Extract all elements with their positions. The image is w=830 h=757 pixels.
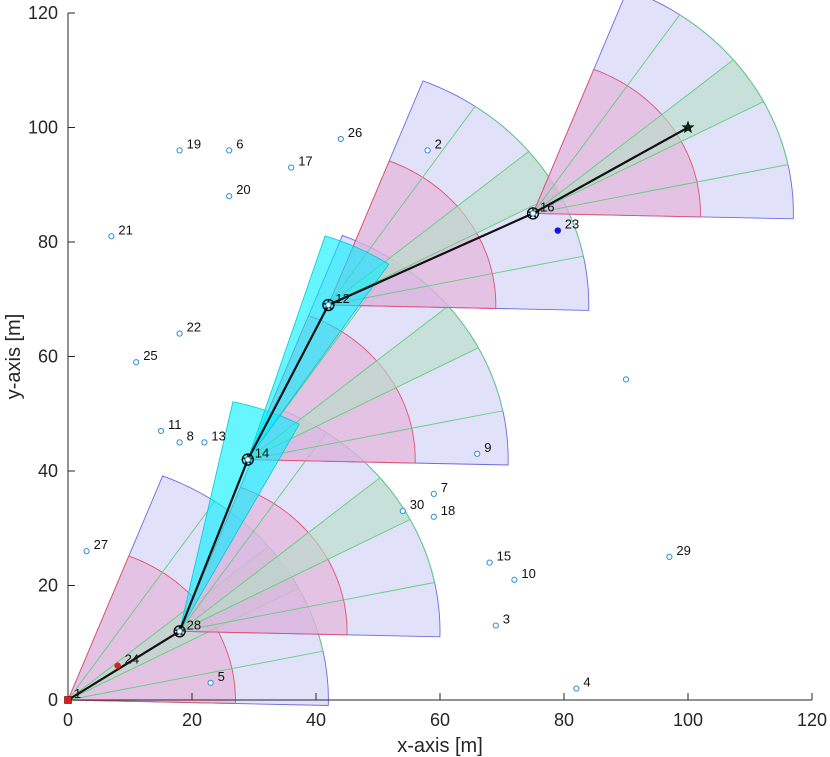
node-18 <box>430 513 437 520</box>
node-label-5: 5 <box>218 669 225 684</box>
y-tick-label-1: 20 <box>38 576 58 596</box>
sector-mid-outline-3 <box>327 105 584 306</box>
node-label-26: 26 <box>348 125 362 140</box>
node-label-29: 29 <box>676 543 690 558</box>
node-label-7: 7 <box>441 480 448 495</box>
node-8 <box>176 439 183 446</box>
node-layer: 2345678910111213141516171819202122232425… <box>64 120 695 704</box>
node-label-28: 28 <box>187 617 201 632</box>
sector-layer <box>66 0 794 706</box>
node-unlabeled-30 <box>622 376 630 383</box>
node-15 <box>486 559 493 566</box>
x-tick-label-6: 120 <box>797 710 827 730</box>
node-17 <box>288 164 295 171</box>
node-label-6: 6 <box>236 136 243 151</box>
route-line <box>67 126 689 701</box>
node-label-20: 20 <box>236 182 250 197</box>
node-label-30: 30 <box>410 497 424 512</box>
node-22 <box>176 330 183 337</box>
node-label-25: 25 <box>143 348 157 363</box>
y-tick-label-4: 80 <box>38 232 58 252</box>
x-axis-label: x-axis [m] <box>397 735 483 757</box>
node-label-10: 10 <box>521 566 535 581</box>
node-21 <box>108 233 115 240</box>
source-node <box>64 696 72 704</box>
node-label-17: 17 <box>298 154 312 169</box>
node-label-18: 18 <box>441 503 455 518</box>
node-2 <box>424 147 431 154</box>
node-14 <box>244 456 251 463</box>
node-label-14: 14 <box>255 446 269 461</box>
node-9 <box>474 450 481 457</box>
destination-star <box>681 120 695 134</box>
node-27 <box>83 548 90 555</box>
node-label-11: 11 <box>168 417 182 432</box>
beam-1 <box>247 235 390 460</box>
y-tick-label-5: 100 <box>28 118 58 138</box>
node-label-3: 3 <box>503 612 510 627</box>
x-tick-label-0: 0 <box>63 710 73 730</box>
node-4 <box>573 685 580 692</box>
node-10 <box>511 576 518 583</box>
node-25 <box>133 359 140 366</box>
node-label-2: 2 <box>435 136 442 151</box>
node-label-16: 16 <box>540 199 554 214</box>
node-label-9: 9 <box>484 440 491 455</box>
node-19 <box>176 147 183 154</box>
node-29 <box>666 553 673 560</box>
beam-layer <box>179 235 390 632</box>
sector-mid-outline-4 <box>531 14 789 215</box>
node-28 <box>176 628 183 635</box>
node-12 <box>325 301 332 309</box>
blue-node <box>554 227 561 234</box>
node-26 <box>337 135 344 143</box>
node-label-27: 27 <box>94 537 108 552</box>
node-30 <box>399 507 406 515</box>
node-11 <box>157 427 165 435</box>
y-axis-label: y-axis [m] <box>3 314 25 400</box>
node-3 <box>492 622 499 629</box>
y-tick-label-6: 120 <box>28 3 58 23</box>
x-tick-label-2: 40 <box>306 710 326 730</box>
node-13 <box>201 439 208 446</box>
node-label-21: 21 <box>118 222 132 237</box>
node-label-23: 23 <box>565 217 579 232</box>
node-label-22: 22 <box>187 320 201 335</box>
node-16 <box>529 210 537 217</box>
node-label-13: 13 <box>211 428 225 443</box>
node-6 <box>226 147 233 154</box>
node-label-4: 4 <box>583 675 590 690</box>
node-20 <box>226 193 233 200</box>
x-tick-label-1: 20 <box>182 710 202 730</box>
node-label-8: 8 <box>187 428 194 443</box>
node-label-12: 12 <box>335 291 349 306</box>
y-tick-label-3: 60 <box>38 347 58 367</box>
node-label-15: 15 <box>497 549 511 564</box>
y-tick-label-0: 0 <box>48 690 58 710</box>
node-7 <box>430 490 437 497</box>
x-tick-label-4: 80 <box>554 710 574 730</box>
x-tick-label-3: 60 <box>430 710 450 730</box>
red-node <box>114 662 121 669</box>
node-label-24: 24 <box>125 652 139 667</box>
x-tick-label-5: 100 <box>673 710 703 730</box>
node-5 <box>207 679 214 686</box>
node-label-1: 1 <box>74 686 81 701</box>
y-tick-label-2: 40 <box>38 461 58 481</box>
node-label-19: 19 <box>187 136 201 151</box>
